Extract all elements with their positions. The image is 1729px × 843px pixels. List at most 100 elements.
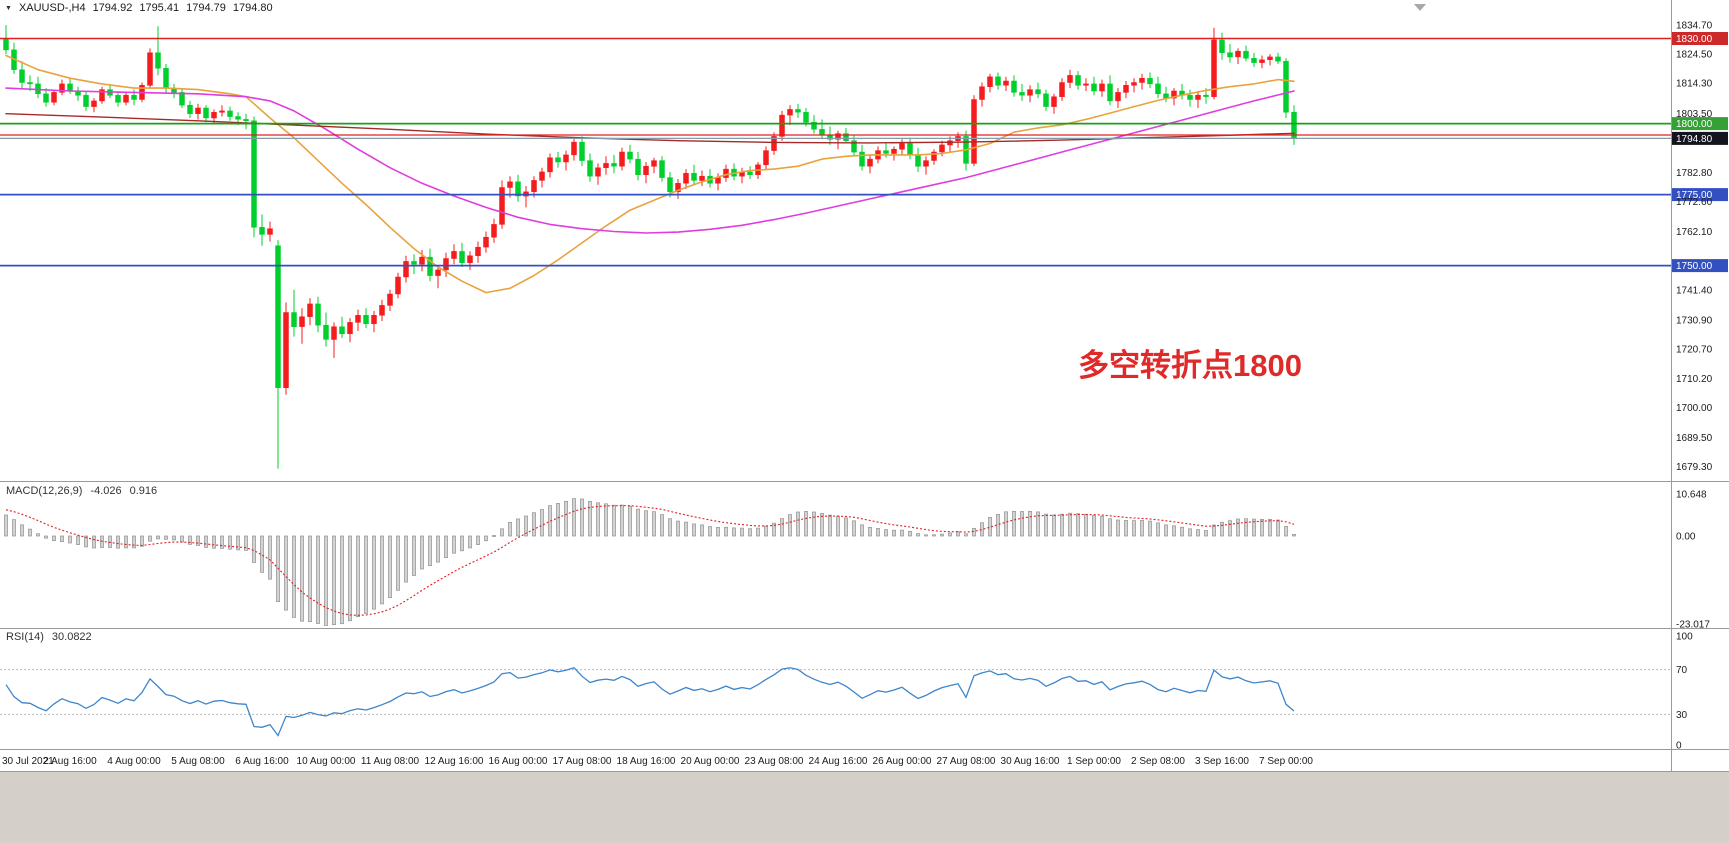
price-tag-label: 1794.80 xyxy=(1676,134,1713,145)
macd-bar xyxy=(124,535,128,549)
macd-bar xyxy=(628,505,632,537)
time-axis-label: 6 Aug 16:00 xyxy=(235,756,289,767)
price-axis-label: 1782.80 xyxy=(1676,168,1713,179)
macd-bar xyxy=(980,522,984,537)
macd-bar xyxy=(724,526,728,537)
candle-body xyxy=(1091,83,1097,92)
macd-bar xyxy=(916,533,920,537)
candle-body xyxy=(1155,83,1161,95)
macd-bar xyxy=(1260,518,1264,537)
macd-bar xyxy=(1204,530,1208,537)
candle-body xyxy=(1267,56,1273,60)
time-axis-label: 26 Aug 00:00 xyxy=(873,756,932,767)
time-axis-label: 11 Aug 08:00 xyxy=(361,756,420,767)
macd-bar xyxy=(108,535,112,548)
candle-body xyxy=(499,187,505,225)
candle-body xyxy=(779,114,785,137)
candle-body xyxy=(283,312,289,388)
macd-bar xyxy=(268,535,272,580)
macd-bar xyxy=(740,527,744,537)
macd-bar xyxy=(348,535,352,622)
candle-body xyxy=(67,83,73,92)
macd-bar xyxy=(1060,513,1064,537)
macd-bar xyxy=(588,501,592,537)
candle-body xyxy=(1283,60,1289,113)
macd-bar xyxy=(1068,512,1072,537)
candle-body xyxy=(851,140,857,153)
macd-axis-label: 10.648 xyxy=(1676,490,1707,501)
candle-body xyxy=(579,141,585,161)
macd-bar xyxy=(900,529,904,537)
macd-bar xyxy=(380,535,384,605)
candle-body xyxy=(371,315,377,325)
candle-body xyxy=(1115,92,1121,102)
symbol-dropdown-icon[interactable]: ▼ xyxy=(5,4,12,12)
macd-bar xyxy=(572,498,576,537)
macd-bar xyxy=(612,504,616,537)
macd-bar xyxy=(196,535,200,546)
quote-low: 1794.79 xyxy=(186,2,226,14)
candle-body xyxy=(1147,77,1153,85)
macd-bar xyxy=(1164,524,1168,537)
time-axis-label: 16 Aug 00:00 xyxy=(489,756,548,767)
candle-body xyxy=(43,93,49,103)
candles-layer[interactable] xyxy=(3,25,1297,469)
macd-bar xyxy=(444,535,448,559)
candle-body xyxy=(91,100,97,107)
price-axis-label: 1720.70 xyxy=(1676,344,1713,355)
macd-bar xyxy=(132,535,136,549)
macd-bar xyxy=(44,535,48,539)
macd-bar xyxy=(252,535,256,563)
time-scale-axis[interactable] xyxy=(0,750,1671,771)
candle-body xyxy=(1123,85,1129,93)
candle-body xyxy=(555,157,561,163)
candle-body xyxy=(387,293,393,306)
macd-value: -4.026 xyxy=(90,485,122,497)
macd-bar xyxy=(796,511,800,537)
window-bottom-bar xyxy=(0,772,1729,843)
price-tag-label: 1800.00 xyxy=(1676,119,1713,130)
macd-bar xyxy=(212,535,216,549)
candle-body xyxy=(507,181,513,188)
macd-bar xyxy=(244,535,248,551)
macd-bar xyxy=(52,535,56,542)
candle-body xyxy=(203,107,209,119)
macd-bar xyxy=(620,504,624,537)
macd-bar xyxy=(684,521,688,537)
candle-body xyxy=(1243,50,1249,59)
macd-bar xyxy=(292,535,296,618)
candle-body xyxy=(907,143,913,156)
candle-body xyxy=(195,107,201,114)
candle-body xyxy=(379,305,385,316)
macd-bar xyxy=(1268,518,1272,537)
macd-bar xyxy=(1180,526,1184,537)
price-axis-label: 1824.50 xyxy=(1676,50,1713,61)
macd-bar xyxy=(652,511,656,537)
candle-body xyxy=(1139,77,1145,83)
candle-body xyxy=(307,303,313,317)
macd-bar xyxy=(1116,519,1120,537)
time-axis-label: 5 Aug 08:00 xyxy=(171,756,225,767)
macd-bar xyxy=(1044,513,1048,537)
candle-body xyxy=(19,69,25,83)
price-tag xyxy=(1672,188,1728,202)
macd-bar xyxy=(868,526,872,537)
macd-bar xyxy=(524,515,528,537)
candle-body xyxy=(299,316,305,327)
candle-body xyxy=(1075,75,1081,86)
candle-body xyxy=(491,224,497,238)
macd-bar xyxy=(532,512,536,537)
candle-body xyxy=(915,154,921,167)
rsi-axis-label: 0 xyxy=(1676,741,1682,752)
candle-body xyxy=(675,183,681,193)
macd-bar xyxy=(220,535,224,549)
macd-bar xyxy=(780,518,784,537)
macd-bar xyxy=(388,535,392,599)
macd-bar xyxy=(668,518,672,537)
candle-body xyxy=(1051,96,1057,107)
macd-bar xyxy=(340,535,344,625)
candle-body xyxy=(899,143,905,150)
candle-body xyxy=(243,119,249,122)
candle-body xyxy=(259,227,265,235)
